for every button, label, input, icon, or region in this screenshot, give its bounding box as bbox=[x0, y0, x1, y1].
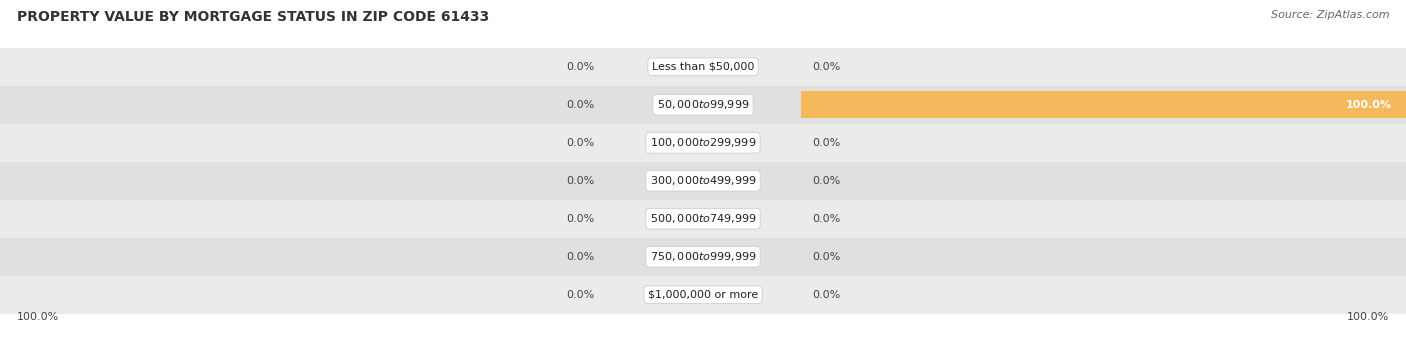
Text: 0.0%: 0.0% bbox=[813, 62, 841, 72]
Text: 0.0%: 0.0% bbox=[565, 100, 593, 110]
Text: 0.0%: 0.0% bbox=[565, 214, 593, 224]
Text: 0.0%: 0.0% bbox=[813, 138, 841, 148]
Text: 0.0%: 0.0% bbox=[565, 138, 593, 148]
Text: $750,000 to $999,999: $750,000 to $999,999 bbox=[650, 250, 756, 263]
Bar bbox=[0, 48, 1406, 86]
Text: $500,000 to $749,999: $500,000 to $749,999 bbox=[650, 212, 756, 225]
Bar bbox=[0, 86, 1406, 124]
Bar bbox=[0, 238, 1406, 276]
Text: 0.0%: 0.0% bbox=[565, 290, 593, 300]
Text: Less than $50,000: Less than $50,000 bbox=[652, 62, 754, 72]
Text: 0.0%: 0.0% bbox=[565, 252, 593, 262]
Text: $300,000 to $499,999: $300,000 to $499,999 bbox=[650, 174, 756, 187]
Text: 0.0%: 0.0% bbox=[565, 176, 593, 186]
Text: $1,000,000 or more: $1,000,000 or more bbox=[648, 290, 758, 300]
Bar bbox=[0, 200, 1406, 238]
Text: 0.0%: 0.0% bbox=[813, 176, 841, 186]
Bar bbox=[0, 124, 1406, 162]
Text: $50,000 to $99,999: $50,000 to $99,999 bbox=[657, 98, 749, 111]
Text: 100.0%: 100.0% bbox=[1347, 312, 1389, 322]
Bar bbox=[0, 276, 1406, 314]
Text: Source: ZipAtlas.com: Source: ZipAtlas.com bbox=[1271, 10, 1389, 20]
Bar bbox=[0, 162, 1406, 200]
Text: 0.0%: 0.0% bbox=[565, 62, 593, 72]
Text: 0.0%: 0.0% bbox=[813, 252, 841, 262]
Text: 0.0%: 0.0% bbox=[813, 214, 841, 224]
Text: 100.0%: 100.0% bbox=[17, 312, 59, 322]
Text: PROPERTY VALUE BY MORTGAGE STATUS IN ZIP CODE 61433: PROPERTY VALUE BY MORTGAGE STATUS IN ZIP… bbox=[17, 10, 489, 24]
Bar bbox=[801, 91, 1406, 118]
Text: 0.0%: 0.0% bbox=[813, 290, 841, 300]
Text: 100.0%: 100.0% bbox=[1346, 100, 1392, 110]
Text: $100,000 to $299,999: $100,000 to $299,999 bbox=[650, 136, 756, 149]
